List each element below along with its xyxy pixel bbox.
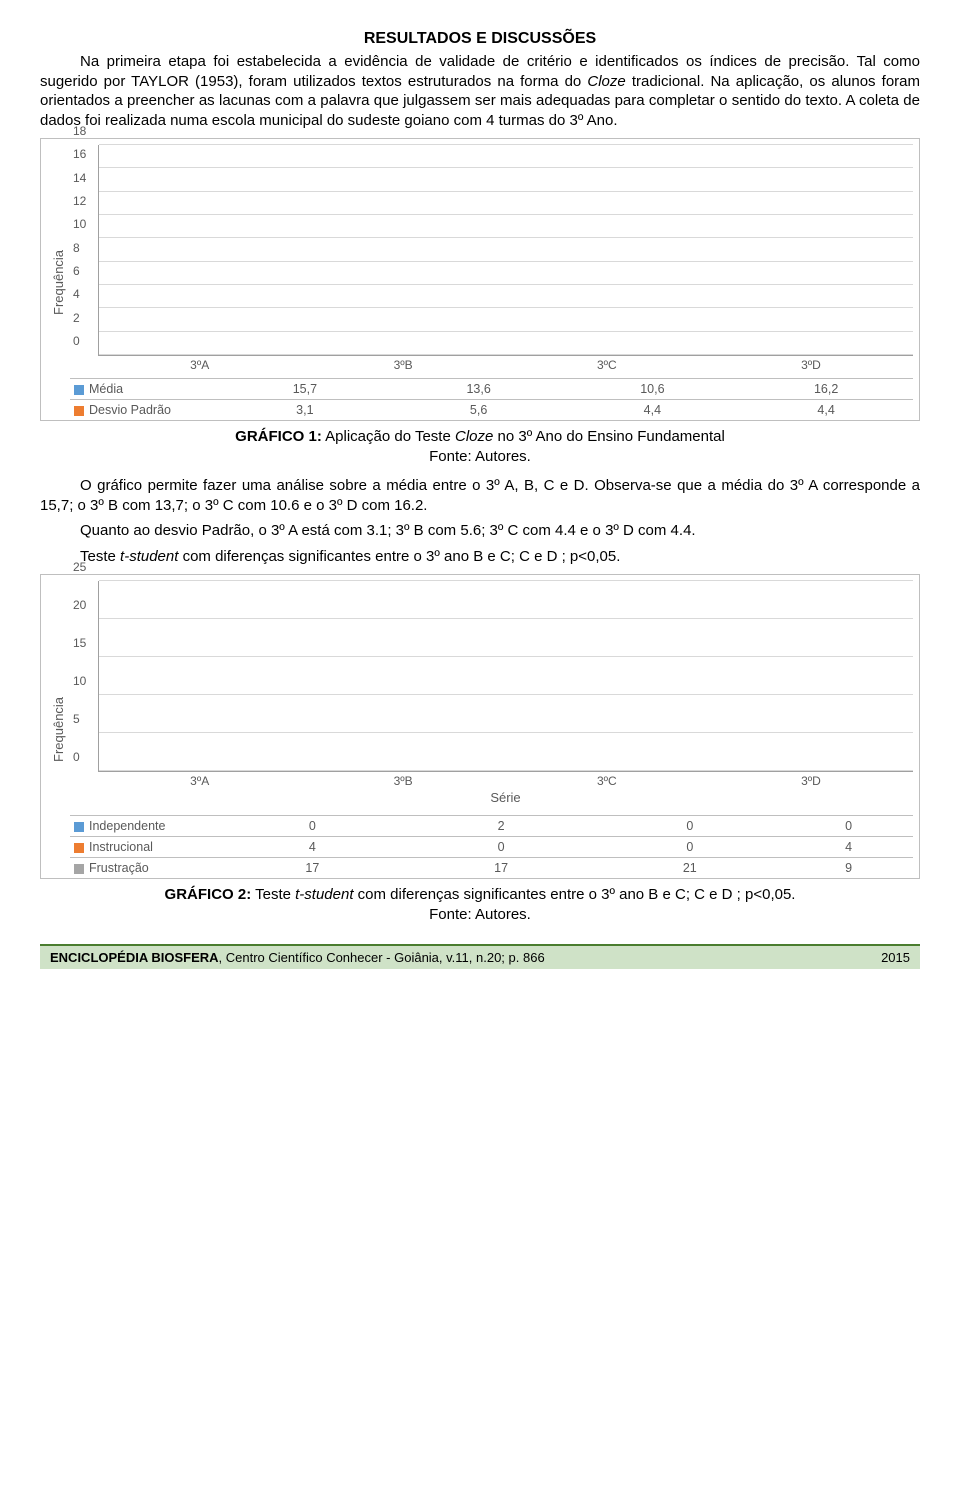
- caption2-a: Teste: [251, 886, 295, 903]
- p1-italic: Cloze: [587, 73, 625, 90]
- legend-swatch: [74, 406, 84, 416]
- xlabel: 3ºA: [190, 774, 209, 788]
- legend-value: 21: [595, 858, 784, 879]
- ytick: 8: [73, 241, 80, 255]
- ytick: 25: [73, 560, 86, 574]
- legend-row: Instrucional4004: [70, 837, 913, 858]
- caption2-fonte: Fonte: Autores.: [429, 906, 531, 923]
- legend-swatch: [74, 822, 84, 832]
- caption1-c: no 3º Ano do Ensino Fundamental: [493, 428, 724, 445]
- chart2-plot: 0510152025: [98, 581, 913, 772]
- caption1-fonte: Fonte: Autores.: [429, 448, 531, 465]
- legend-value: 17: [218, 858, 407, 879]
- legend-value: 0: [595, 816, 784, 837]
- chart-2: Frequência 0510152025 3ºA 3ºB 3ºC 3ºD Série…: [40, 574, 920, 879]
- paragraph-3: Quanto ao desvio Padrão, o 3º A está com…: [40, 521, 920, 541]
- ytick: 10: [73, 674, 86, 688]
- legend-value: 5,6: [392, 400, 566, 421]
- xlabel: 3ºD: [801, 358, 821, 372]
- section-title: RESULTADOS E DISCUSSÕES: [40, 30, 920, 48]
- legend-value: 15,7: [218, 379, 392, 400]
- ytick: 16: [73, 147, 86, 161]
- chart-1: Frequência 024681012141618 3ºA3ºB3ºC3ºD …: [40, 138, 920, 421]
- footer-bar: ENCICLOPÉDIA BIOSFERA, Centro Científico…: [40, 944, 920, 969]
- ytick: 6: [73, 264, 80, 278]
- legend-value: 4,4: [566, 400, 740, 421]
- ytick: 2: [73, 311, 80, 325]
- legend-value: 3,1: [218, 400, 392, 421]
- legend-value: 0: [784, 816, 913, 837]
- caption1-b: GRÁFICO 1:: [235, 428, 322, 445]
- ytick: 18: [73, 124, 86, 138]
- caption-2: GRÁFICO 2: Teste t-student com diferença…: [40, 885, 920, 924]
- legend-row: Frustração1717219: [70, 858, 913, 879]
- legend-label: Desvio Padrão: [89, 403, 171, 417]
- legend-value: 4: [218, 837, 407, 858]
- chart2-legend-table: Independente0200Instrucional4004Frustraç…: [70, 815, 913, 878]
- legend-value: 0: [407, 837, 596, 858]
- ytick: 4: [73, 287, 80, 301]
- footer-journal: ENCICLOPÉDIA BIOSFERA: [50, 950, 219, 965]
- legend-value: 4,4: [739, 400, 913, 421]
- legend-value: 9: [784, 858, 913, 879]
- legend-row: Desvio Padrão3,15,64,44,4: [70, 400, 913, 421]
- xlabel: 3ºA: [190, 358, 209, 372]
- chart1-xlabels: 3ºA 3ºB 3ºC 3ºD: [98, 356, 913, 372]
- legend-value: 4: [784, 837, 913, 858]
- caption-1: GRÁFICO 1: Aplicação do Teste Cloze no 3…: [40, 427, 920, 466]
- caption2-b: GRÁFICO 2:: [165, 886, 252, 903]
- xlabel: 3ºC: [597, 358, 617, 372]
- legend-row: Média 15,713,610,616,2: [70, 379, 913, 400]
- legend-value: 2: [407, 816, 596, 837]
- legend-value: 13,6: [392, 379, 566, 400]
- legend-label: Média: [89, 382, 123, 396]
- caption2-i: t-student: [295, 886, 353, 903]
- legend-value: 0: [595, 837, 784, 858]
- xlabel: 3ºC: [597, 774, 617, 788]
- legend-value: 0: [218, 816, 407, 837]
- caption2-c: com diferenças significantes entre o 3º …: [354, 886, 796, 903]
- chart2-xlabels: 3ºA 3ºB 3ºC 3ºD: [98, 772, 913, 788]
- chart1-plot: 024681012141618: [98, 145, 913, 356]
- ytick: 14: [73, 171, 86, 185]
- legend-row: Independente0200: [70, 816, 913, 837]
- chart1-ylabel: Frequência: [47, 145, 70, 420]
- footer-left: ENCICLOPÉDIA BIOSFERA, Centro Científico…: [50, 950, 545, 965]
- ytick: 12: [73, 194, 86, 208]
- ytick: 0: [73, 334, 80, 348]
- legend-label: Instrucional: [89, 840, 153, 854]
- chart2-ylabel: Frequência: [47, 581, 70, 878]
- caption1-i: Cloze: [455, 428, 493, 445]
- p4-i: t-student: [120, 548, 178, 565]
- footer-mid: , Centro Científico Conhecer - Goiânia, …: [219, 950, 545, 965]
- ytick: 5: [73, 712, 80, 726]
- footer-year: 2015: [881, 950, 910, 965]
- legend-swatch: [74, 864, 84, 874]
- legend-value: 16,2: [739, 379, 913, 400]
- caption1-a: Aplicação do Teste: [322, 428, 455, 445]
- legend-value: 17: [407, 858, 596, 879]
- xlabel: 3ºB: [394, 358, 413, 372]
- ytick: 10: [73, 217, 86, 231]
- xlabel: 3ºD: [801, 774, 821, 788]
- legend-value: 10,6: [566, 379, 740, 400]
- paragraph-4: Teste t-student com diferenças significa…: [40, 547, 920, 567]
- chart2-axis-title: Série: [98, 788, 913, 809]
- paragraph-1: Na primeira etapa foi estabelecida a evi…: [40, 52, 920, 130]
- ytick: 0: [73, 750, 80, 764]
- ytick: 20: [73, 598, 86, 612]
- legend-swatch: [74, 385, 84, 395]
- legend-label: Independente: [89, 819, 165, 833]
- chart1-legend-table: Média 15,713,610,616,2 Desvio Padrão 3,15,6…: [70, 378, 913, 420]
- paragraph-2: O gráfico permite fazer uma análise sobr…: [40, 476, 920, 515]
- ytick: 15: [73, 636, 86, 650]
- xlabel: 3ºB: [394, 774, 413, 788]
- p4-b: com diferenças significantes entre o 3º …: [178, 548, 620, 565]
- legend-label: Frustração: [89, 861, 149, 875]
- legend-swatch: [74, 843, 84, 853]
